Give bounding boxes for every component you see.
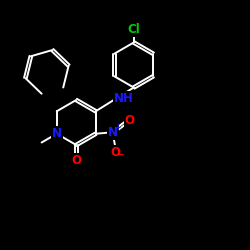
Text: NH: NH [114,92,134,104]
Text: O: O [110,146,120,159]
Text: Cl: Cl [128,24,140,36]
Text: N: N [52,127,62,140]
Text: O: O [124,114,134,127]
Text: +: + [114,123,120,132]
Text: −: − [118,150,124,159]
Text: O: O [71,154,81,167]
Text: N: N [108,126,118,139]
